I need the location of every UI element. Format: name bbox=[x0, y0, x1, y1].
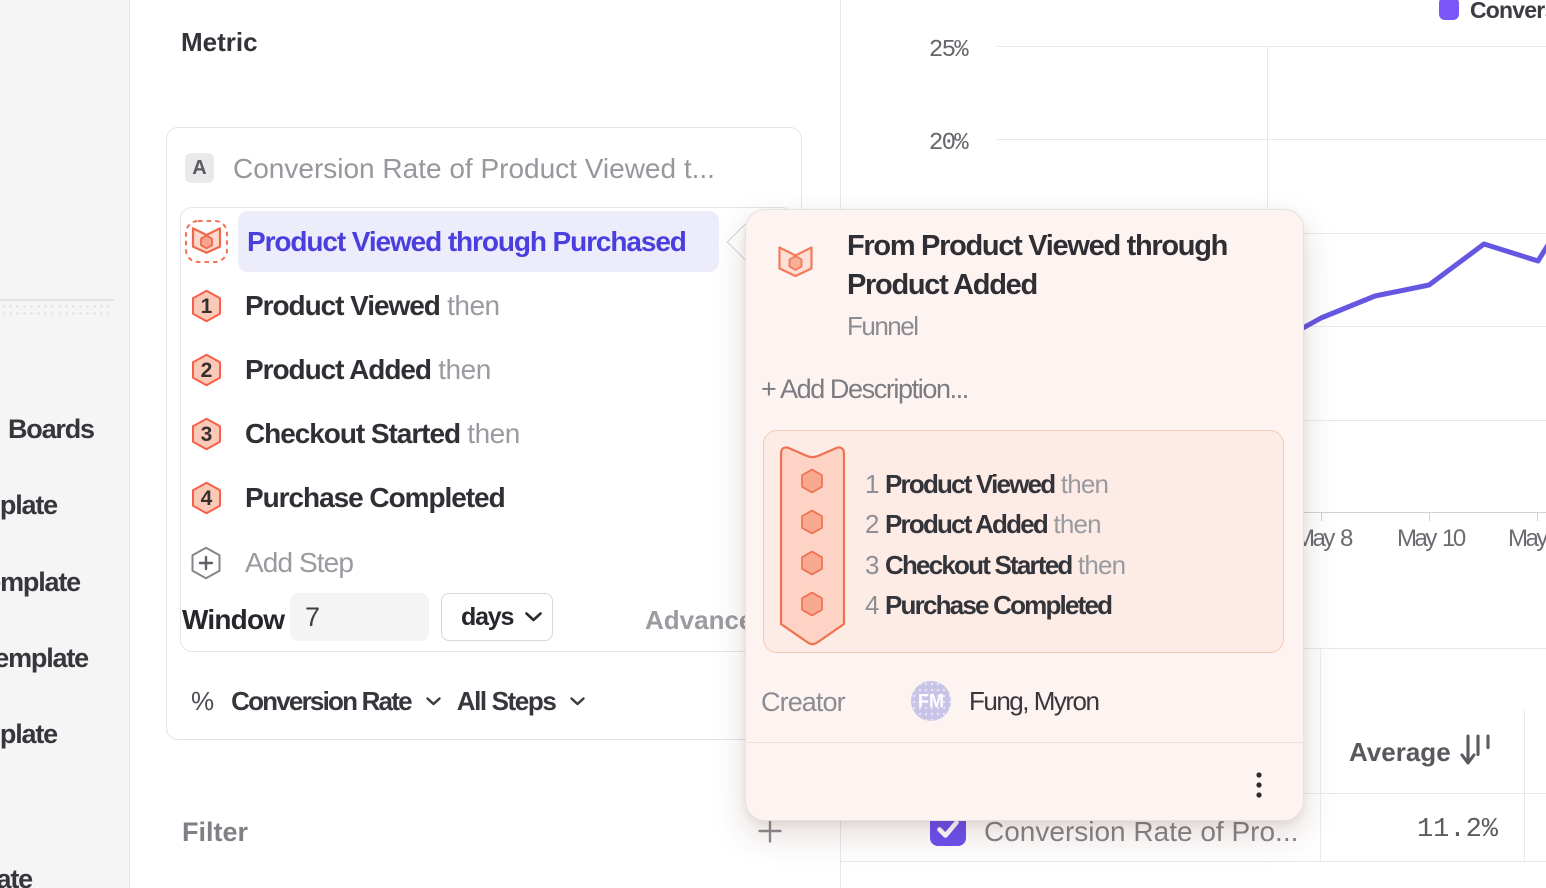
svg-text:4: 4 bbox=[201, 487, 213, 510]
svg-text:2: 2 bbox=[201, 359, 213, 382]
svg-text:3: 3 bbox=[201, 423, 213, 446]
svg-text:1: 1 bbox=[201, 295, 213, 318]
